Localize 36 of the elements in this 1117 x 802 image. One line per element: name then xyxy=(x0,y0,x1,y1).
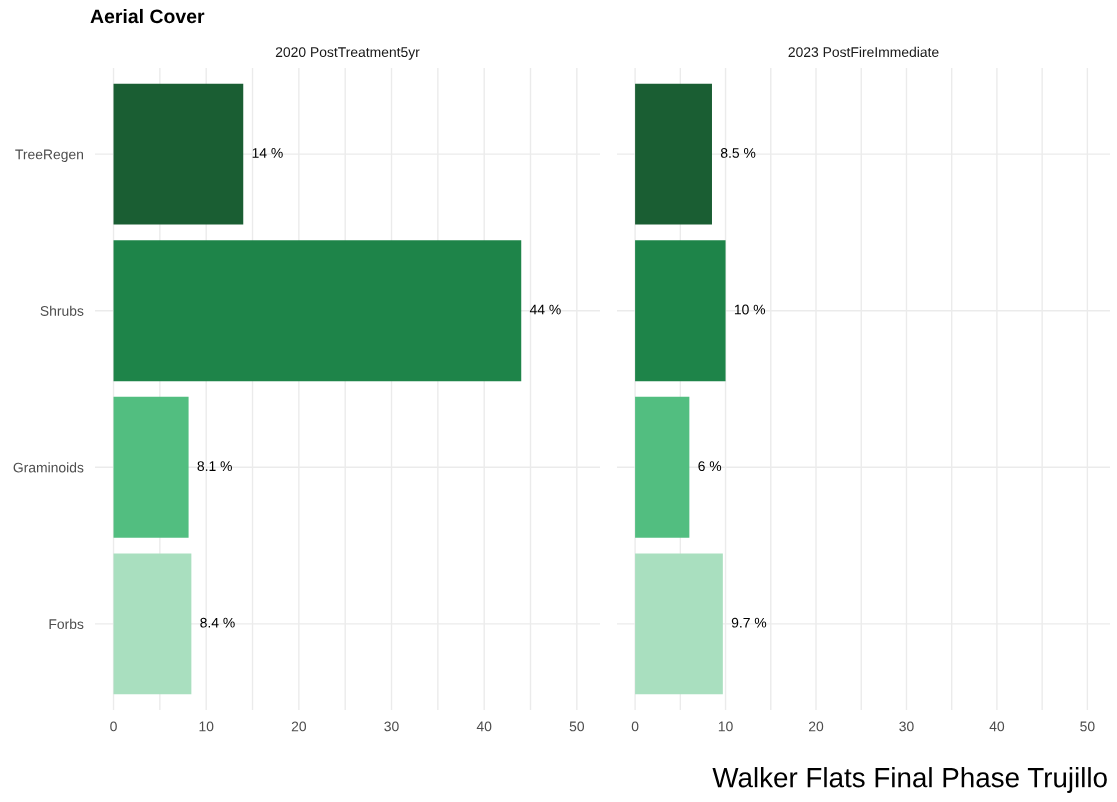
x-tick-label: 30 xyxy=(384,721,399,732)
bar xyxy=(635,553,723,695)
data-label: 8.5 % xyxy=(720,148,756,158)
data-label: 9.7 % xyxy=(731,617,767,628)
y-tick-label: Forbs xyxy=(49,618,84,630)
text: Walker Flats Final Phase Trujillo xyxy=(712,767,1107,793)
y-tick-label: Shrubs xyxy=(40,305,84,316)
bar xyxy=(113,553,192,695)
bar xyxy=(113,396,189,538)
bar xyxy=(635,240,726,382)
x-tick-label: 0 xyxy=(631,721,639,732)
y-tick-label: TreeRegen xyxy=(15,149,83,163)
y-tick-label: Graminoids xyxy=(13,462,84,473)
x-tick-label: 30 xyxy=(899,721,914,732)
x-tick-label: 10 xyxy=(718,721,733,732)
data-label: 14 % xyxy=(252,148,283,158)
chart-subtitle: 2020 PostTreatment5yr xyxy=(275,47,420,60)
bar xyxy=(113,83,244,225)
x-tick-label: 40 xyxy=(989,721,1005,732)
bar xyxy=(113,240,522,382)
x-tick-label: 50 xyxy=(1080,721,1095,732)
data-label: 10 % xyxy=(734,304,766,315)
x-tick-label: 0 xyxy=(110,721,117,732)
data-label: 44 % xyxy=(529,304,561,315)
x-tick-label: 50 xyxy=(569,721,585,732)
x-tick-label: 10 xyxy=(199,721,214,732)
x-tick-label: 20 xyxy=(808,721,824,732)
data-label: 8.1 % xyxy=(197,461,232,472)
chart-title: Aerial Cover xyxy=(90,8,205,24)
bar xyxy=(635,83,712,225)
x-tick-label: 40 xyxy=(476,721,492,732)
data-label: 6 % xyxy=(698,461,722,472)
bar xyxy=(635,396,690,538)
x-tick-label: 20 xyxy=(291,721,307,732)
chart-subtitle: 2023 PostFireImmediate xyxy=(788,46,939,58)
data-label: 8.4 % xyxy=(200,617,235,628)
